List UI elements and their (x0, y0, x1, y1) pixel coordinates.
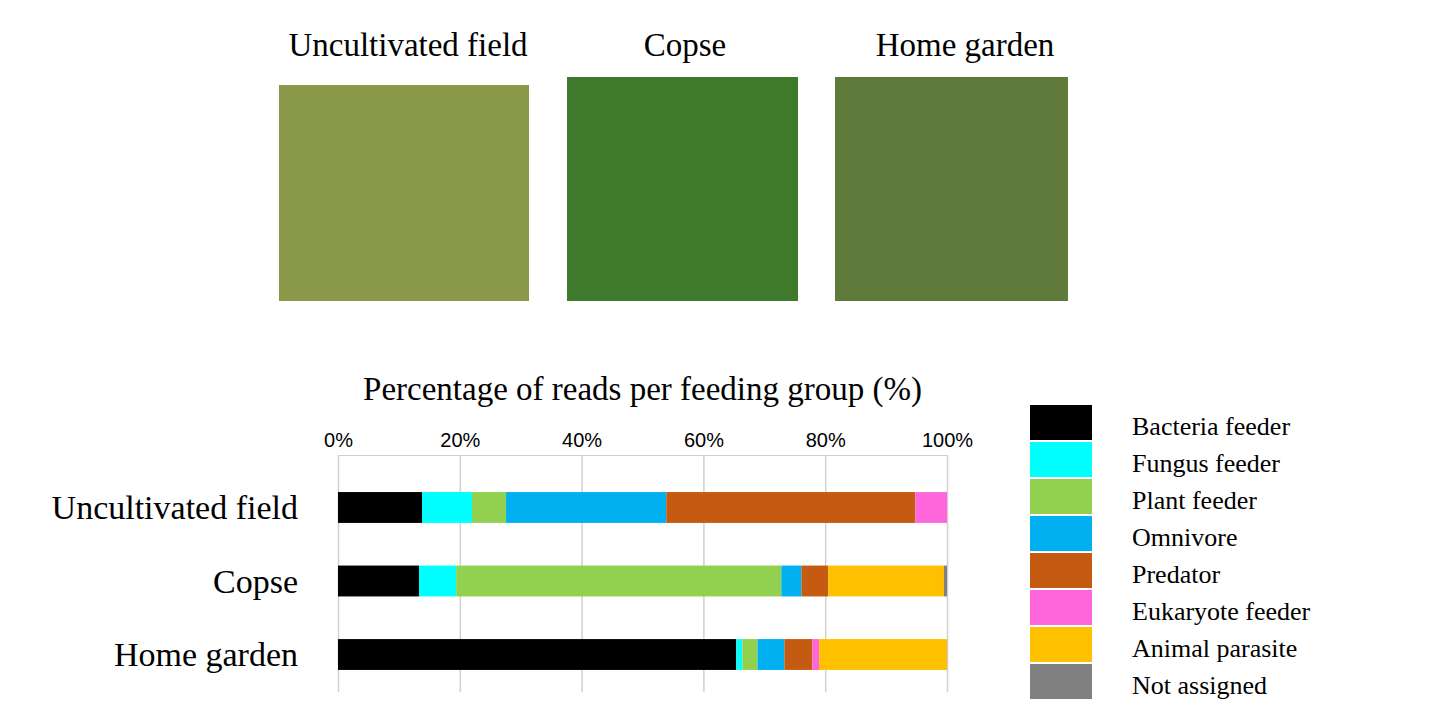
x-tick-label: 80% (806, 429, 846, 451)
photo-placeholder (567, 77, 798, 301)
photo-caption: Uncultivated field (288, 27, 528, 63)
bar-segment (506, 492, 666, 523)
bar-segment (915, 492, 947, 523)
legend-swatch (1030, 442, 1092, 477)
bar-segment (338, 639, 736, 670)
x-tick-label: 40% (562, 429, 602, 451)
legend-label: Eukaryote feeder (1132, 597, 1311, 626)
category-label: Home garden (114, 636, 298, 673)
bar-segment (338, 492, 422, 523)
legend-swatch (1030, 553, 1092, 588)
x-axis: 0% 20% 40% 60% 80% 100% (324, 429, 973, 692)
bar-segment (947, 639, 948, 670)
series (944, 566, 947, 597)
legend-swatch (1030, 664, 1092, 699)
bar-segment (456, 566, 781, 597)
bar-segment (819, 639, 947, 670)
bar-segment (784, 639, 812, 670)
bar-segment (338, 566, 419, 597)
x-tick-label: 60% (684, 429, 724, 451)
bar-segment (947, 492, 948, 523)
legend-label: Fungus feeder (1132, 449, 1280, 478)
bar-segment (736, 639, 742, 670)
bar-segment (758, 639, 785, 670)
x-tick-label: 0% (324, 429, 353, 451)
legend-label: Bacteria feeder (1132, 412, 1290, 441)
x-axis-line (339, 455, 948, 456)
chart: Uncultivated field Copse Home garden Percen… (0, 0, 1440, 725)
photo-caption: Home garden (876, 27, 1055, 63)
photos: Uncultivated field Copse Home garden (279, 27, 1068, 301)
bar-segment (419, 566, 456, 597)
photo-caption: Copse (644, 27, 727, 63)
bar-segment (666, 492, 915, 523)
y-axis: Uncultivated field Copse Home garden (52, 489, 298, 673)
legend-swatch (1030, 516, 1092, 551)
photo-placeholder (279, 85, 529, 301)
bar-segment (801, 566, 828, 597)
legend-swatch (1030, 479, 1092, 514)
category-label: Uncultivated field (52, 489, 298, 526)
bar-segment (812, 639, 819, 670)
legend-label: Plant feeder (1132, 486, 1257, 515)
bar-segment (947, 492, 948, 523)
series (812, 492, 947, 670)
legend-label: Animal parasite (1132, 634, 1297, 663)
legend: Bacteria feeder Fungus feeder Plant feeder… (1030, 405, 1311, 700)
bar-segment (742, 639, 757, 670)
legend-swatch (1030, 405, 1092, 440)
bar-segment (422, 492, 472, 523)
category-label: Copse (213, 563, 298, 600)
bar-segment (472, 492, 506, 523)
legend-swatch (1030, 627, 1092, 662)
x-tick-label: 100% (922, 429, 973, 451)
bars (338, 492, 947, 670)
legend-swatch (1030, 590, 1092, 625)
legend-label: Omnivore (1132, 523, 1237, 552)
bar-segment (781, 566, 801, 597)
x-tick-label: 20% (440, 429, 480, 451)
legend-label: Not assigned (1132, 671, 1267, 700)
legend-label: Predator (1132, 560, 1220, 589)
title: Percentage of reads per feeding group (%… (363, 371, 922, 408)
series (819, 566, 947, 670)
bar-segment (828, 566, 944, 597)
bar-segment (944, 566, 947, 597)
photo-placeholder (835, 77, 1068, 301)
